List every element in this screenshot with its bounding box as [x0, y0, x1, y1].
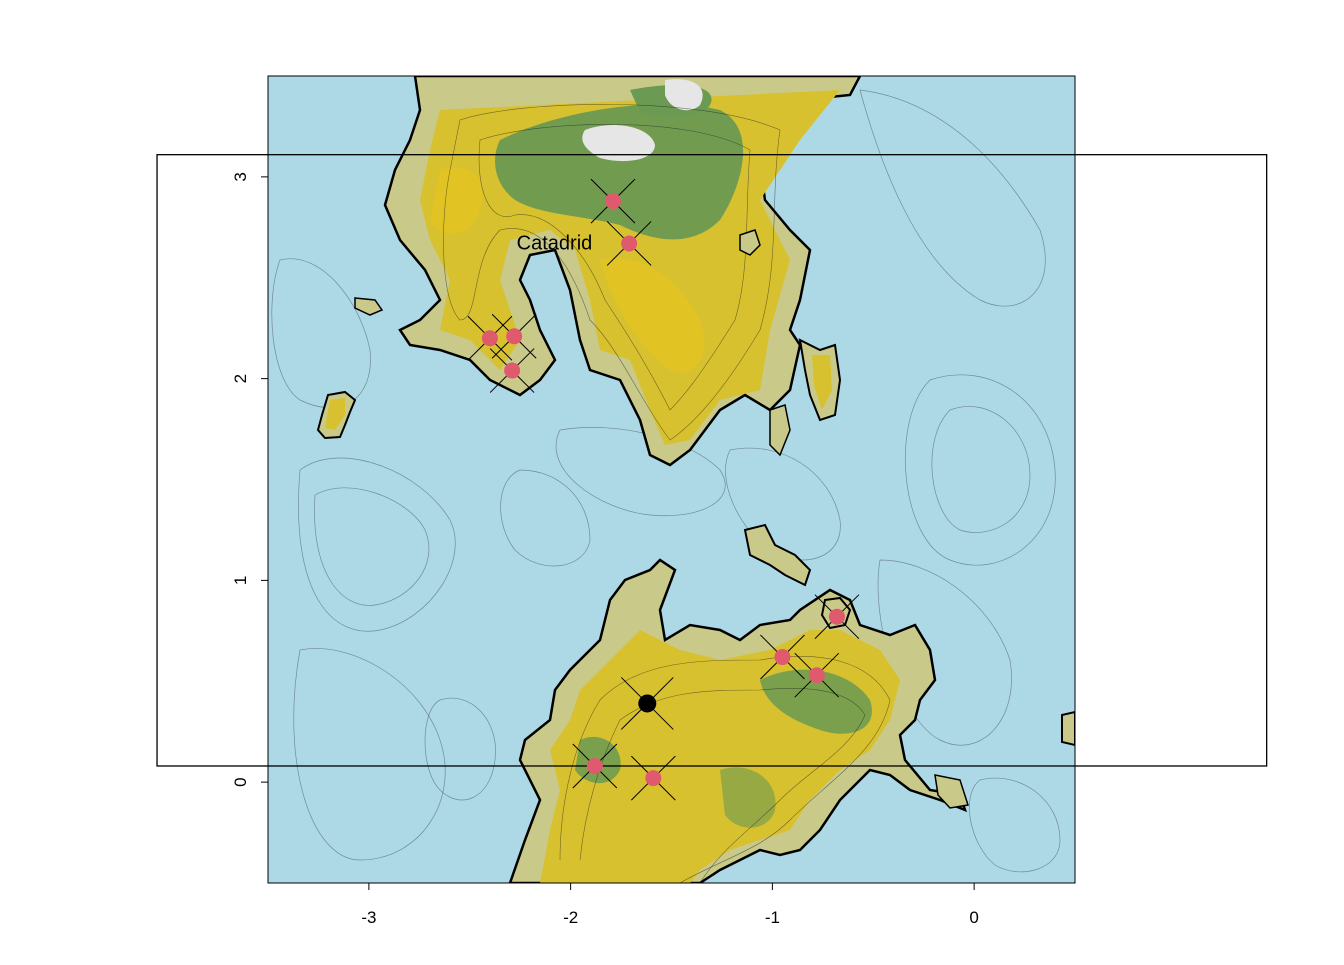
terrain — [271, 76, 1075, 883]
map-markers — [467, 178, 860, 801]
x-axis: -3 -2 -1 0 — [361, 882, 979, 927]
y-tick-label: 1 — [231, 576, 250, 585]
view-frame-rectangle — [156, 154, 1268, 767]
center-marker — [620, 677, 674, 730]
x-tick-label: -3 — [361, 908, 376, 927]
west-islet — [316, 297, 384, 440]
x-tick-label: -1 — [765, 908, 780, 927]
location-marker — [489, 348, 535, 393]
y-tick-label: 0 — [231, 777, 250, 786]
location-marker — [491, 313, 537, 359]
location-marker — [467, 315, 513, 361]
x-tick-label: 0 — [969, 908, 978, 927]
location-marker — [760, 634, 805, 680]
marker-dot — [481, 330, 498, 347]
location-marker — [814, 594, 860, 640]
north-landmass — [383, 76, 862, 467]
place-label: Catadrid — [517, 232, 593, 254]
north-land-contours — [443, 104, 781, 441]
marker-dot — [604, 193, 621, 210]
y-axis: 0 1 2 3 — [231, 172, 269, 787]
location-marker — [630, 755, 676, 801]
location-marker — [794, 652, 840, 698]
location-marker — [606, 221, 652, 266]
marker-dot — [586, 757, 603, 774]
location-marker — [572, 743, 618, 789]
marker-dot — [621, 235, 638, 252]
y-tick-label: 2 — [231, 374, 250, 383]
marker-dot — [808, 667, 825, 684]
north-east-islets — [739, 229, 842, 457]
marker-dot — [504, 362, 521, 379]
south-land-contours — [559, 656, 891, 883]
x-tick-label: -2 — [563, 908, 578, 927]
center-dot — [638, 694, 657, 713]
marker-dot — [828, 608, 845, 625]
south-landmass — [508, 558, 968, 883]
map-labels: Catadrid — [517, 232, 593, 254]
marker-dot — [774, 649, 791, 666]
location-marker — [590, 178, 636, 224]
y-tick-label: 3 — [231, 172, 250, 181]
marker-dot — [506, 328, 523, 345]
marker-dot — [645, 770, 662, 787]
